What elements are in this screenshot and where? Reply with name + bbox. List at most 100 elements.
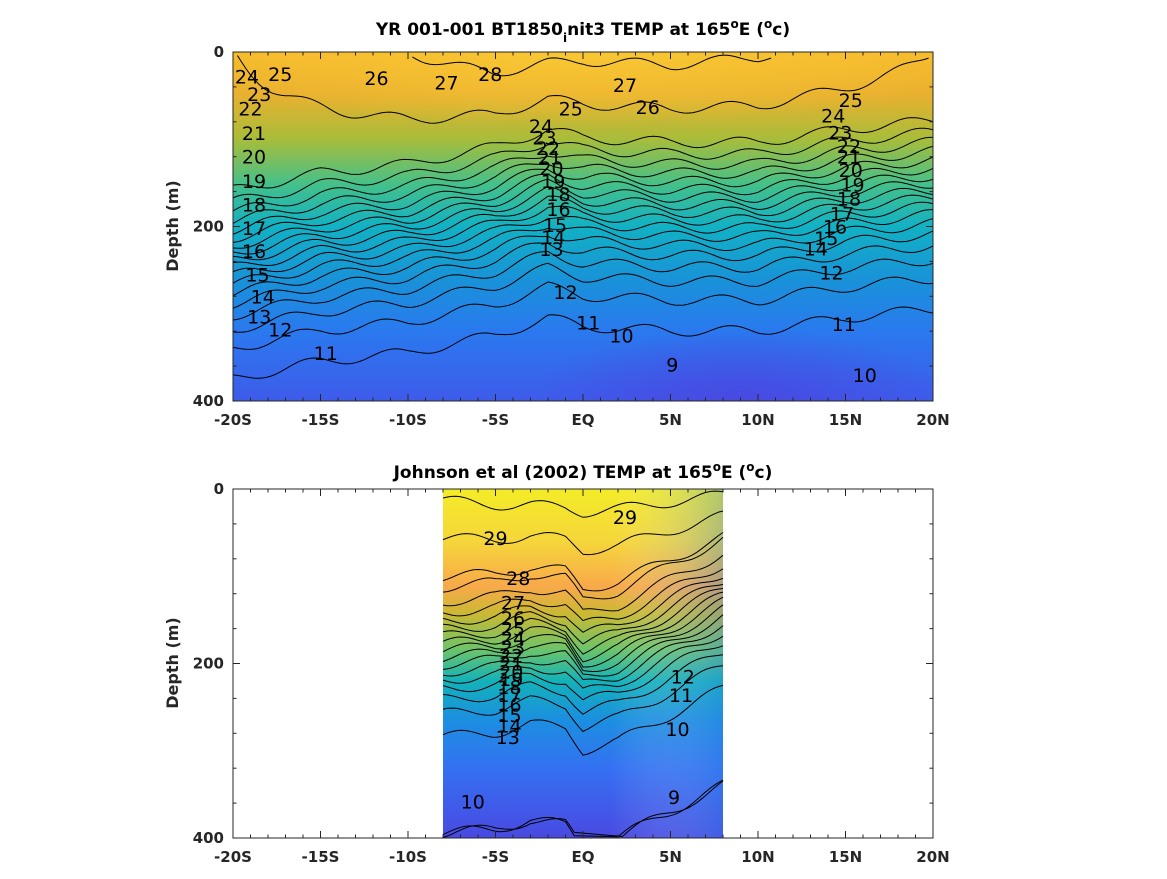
- top-warm-pool-shading: [233, 52, 933, 175]
- contour-line-10: [233, 276, 933, 350]
- x-tick-label: -20S: [214, 848, 252, 866]
- contour-line-27: [442, 532, 724, 592]
- contour-label: 17: [830, 203, 854, 225]
- contour-line-17: [442, 614, 724, 677]
- contour-label: 20: [539, 158, 563, 180]
- bottom-title-part1: Johnson et al (2002) TEMP at 165: [393, 463, 713, 483]
- contour-label: 25: [268, 64, 292, 86]
- contour-label: 14: [541, 227, 565, 249]
- contour-label: 18: [546, 184, 570, 206]
- contour-label: 14: [497, 715, 521, 737]
- top-title-part4: c): [772, 20, 790, 40]
- contour-label: 16: [823, 217, 847, 239]
- contour-label: 12: [268, 319, 292, 341]
- contour-label: 17: [242, 218, 266, 240]
- bottom-x-tick-labels: -20S -15S -10S -5S EQ 5N 10N 15N 20N: [214, 848, 950, 866]
- contour-label: 19: [541, 171, 565, 193]
- y-tick-label: 400: [193, 829, 224, 847]
- contour-line-15: [442, 635, 724, 689]
- contour-line-20: [233, 174, 933, 249]
- contour-label: 15: [245, 264, 269, 286]
- contour-label: 28: [478, 64, 502, 86]
- contour-label: 13: [539, 239, 563, 261]
- contour-label: 11: [576, 312, 600, 334]
- contour-label: 9: [668, 787, 680, 809]
- contour-line-19: [233, 181, 933, 255]
- contour-label: 23: [501, 637, 525, 659]
- x-tick-label: -10S: [389, 411, 427, 429]
- top-ticks: [232, 51, 934, 402]
- contour-label: 27: [613, 75, 637, 97]
- contour-label: 21: [499, 654, 523, 676]
- contour-line-13: [233, 230, 933, 309]
- contour-label: 23: [247, 84, 271, 106]
- contour-label: 12: [819, 263, 843, 285]
- contour-label: 23: [532, 128, 556, 150]
- contour-label: 14: [251, 286, 275, 308]
- contour-line-9: [233, 306, 933, 379]
- x-tick-label: 20N: [916, 848, 949, 866]
- contour-label: 19: [499, 669, 523, 691]
- contour-label: 9: [666, 354, 678, 376]
- top-chart-title: YR 001-001 BT1850init3 TEMP at 165oE (oc…: [375, 17, 790, 45]
- bottom-contour-lines: [442, 490, 724, 838]
- bottom-y-tick-labels: 0 200 400: [193, 480, 224, 847]
- top-title-part3: E (: [739, 20, 764, 40]
- x-tick-label: EQ: [572, 411, 595, 429]
- contour-label: 20: [839, 160, 863, 182]
- contour-line-20: [442, 591, 724, 663]
- contour-line-23: [233, 145, 933, 224]
- contour-line-11: [233, 258, 933, 333]
- contour-label: 22: [499, 646, 523, 668]
- x-tick-label: 5N: [659, 411, 682, 429]
- contour-label: 24: [501, 628, 525, 650]
- contour-label: 10: [665, 719, 689, 741]
- contour-label: 12: [553, 282, 577, 304]
- contour-label: 11: [669, 685, 693, 707]
- bottom-title-part4: c): [755, 463, 773, 483]
- bottom-y-axis-label: Depth (m): [163, 617, 182, 709]
- x-tick-label: -15S: [302, 848, 340, 866]
- contour-line-12: [233, 245, 933, 321]
- top-title-sup2: o: [764, 17, 772, 31]
- contour-label: 20: [242, 147, 266, 169]
- top-cold-core-shading: [548, 270, 933, 401]
- contour-label: 27: [434, 73, 458, 95]
- contour-line-29: [442, 490, 724, 518]
- x-tick-label: EQ: [572, 848, 595, 866]
- contour-line-23: [442, 577, 724, 633]
- contour-line-28: [442, 510, 724, 556]
- x-tick-label: 20N: [916, 411, 949, 429]
- contour-line-14: [442, 645, 724, 701]
- contour-label: 10: [853, 365, 877, 387]
- contour-line-27: [236, 55, 929, 124]
- contour-line-12: [442, 665, 724, 733]
- contour-line-22: [233, 156, 933, 235]
- contour-line-21: [233, 167, 933, 243]
- contour-line-18: [233, 187, 933, 261]
- top-y-axis-label: Depth (m): [163, 180, 182, 272]
- contour-line-10: [442, 779, 724, 838]
- bottom-title-part3: E (: [721, 463, 746, 483]
- contour-label: 15: [814, 228, 838, 250]
- contour-line-16: [442, 625, 724, 682]
- contour-label: 11: [832, 314, 856, 336]
- contour-label: 16: [497, 695, 521, 717]
- top-title-sup1: o: [730, 17, 738, 31]
- contour-label: 28: [506, 568, 530, 590]
- y-tick-label: 0: [214, 480, 224, 498]
- x-tick-label: 10N: [741, 411, 774, 429]
- contour-label: 29: [483, 528, 507, 550]
- contour-label: 18: [497, 677, 521, 699]
- x-tick-label: 15N: [829, 848, 862, 866]
- contour-label: 24: [529, 116, 553, 138]
- contour-line-19: [442, 596, 724, 668]
- contour-label: 16: [242, 241, 266, 263]
- contour-line-21: [442, 588, 724, 655]
- contour-label: 12: [671, 667, 695, 689]
